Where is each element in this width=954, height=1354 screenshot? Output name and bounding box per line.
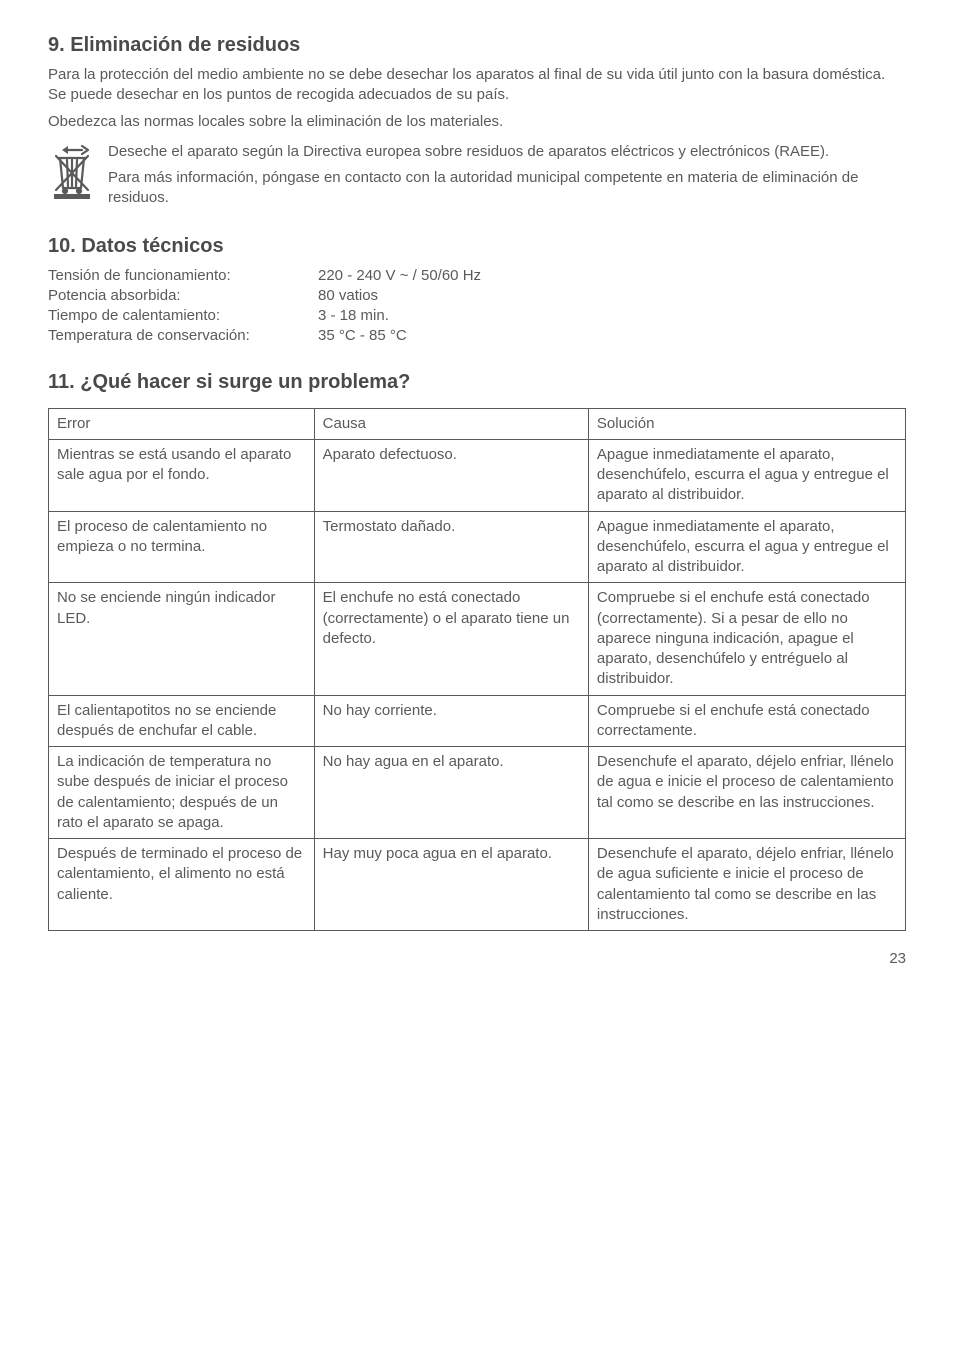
specs-list: Tensión de funcionamiento:220 - 240 V ~ … [48,266,906,347]
table-row: El proceso de calentamiento no empieza o… [49,511,906,583]
table-cell: Compruebe si el enchufe está conectado c… [588,695,905,747]
table-row: No se enciende ningún indicador LED.El e… [49,583,906,695]
table-cell: La indicación de tempera­tura no sube de… [49,747,315,839]
table-cell: Aparato defectuoso. [314,439,588,511]
section9-p1: Para la protección del medio ambiente no… [48,65,906,106]
table-cell: El proceso de calentamiento no empieza o… [49,511,315,583]
spec-row: Potencia absorbida:80 vatios [48,286,906,306]
table-cell: Desenchufe el aparato, déjelo enfriar, l… [588,839,905,931]
spec-row: Temperatura de conservación:35 °C - 85 °… [48,326,906,346]
spec-value: 3 - 18 min. [318,306,389,326]
table-cell: No hay corriente. [314,695,588,747]
table-cell: Compruebe si el enchufe está conectado (… [588,583,905,695]
spec-label: Temperatura de conservación: [48,326,318,346]
weee-icon [48,144,96,207]
table-header: Solución [588,408,905,439]
table-row: La indicación de tempera­tura no sube de… [49,747,906,839]
spec-label: Tensión de funcionamiento: [48,266,318,286]
section9-heading: 9. Eliminación de residuos [48,32,906,59]
section10-heading: 10. Datos técnicos [48,233,906,260]
spec-label: Tiempo de calentamiento: [48,306,318,326]
table-cell: Termostato dañado. [314,511,588,583]
section11-heading: 11. ¿Qué hacer si surge un problema? [48,369,906,396]
weee-text2: Para más información, póngase en contact… [108,168,906,209]
spec-label: Potencia absorbida: [48,286,318,306]
table-cell: Apague inmediatamente el aparato, desenc… [588,511,905,583]
table-cell: El enchufe no está conectado (correctame… [314,583,588,695]
spec-value: 35 °C - 85 °C [318,326,407,346]
weee-text1: Deseche el aparato según la Directiva eu… [108,142,906,162]
table-header: Error [49,408,315,439]
troubleshoot-table: ErrorCausaSolución Mientras se está usan… [48,408,906,932]
table-cell: Desenchufe el aparato, déjelo enfriar, l… [588,747,905,839]
table-cell: El calientapotitos no se enciende despué… [49,695,315,747]
section9-p2: Obedezca las normas locales sobre la eli… [48,112,906,132]
page-number: 23 [48,949,906,969]
table-cell: Después de terminado el proceso de calen… [49,839,315,931]
table-cell: No hay agua en el aparato. [314,747,588,839]
table-cell: Hay muy poca agua en el aparato. [314,839,588,931]
spec-row: Tiempo de calentamiento:3 - 18 min. [48,306,906,326]
table-cell: Apague inmediatamente el aparato, desenc… [588,439,905,511]
table-cell: Mientras se está usando el aparato sale … [49,439,315,511]
spec-row: Tensión de funcionamiento:220 - 240 V ~ … [48,266,906,286]
table-row: Después de terminado el proceso de calen… [49,839,906,931]
spec-value: 80 vatios [318,286,378,306]
table-row: El calientapotitos no se enciende despué… [49,695,906,747]
weee-block: Deseche el aparato según la Directiva eu… [48,142,906,215]
table-header: Causa [314,408,588,439]
table-cell: No se enciende ningún indicador LED. [49,583,315,695]
spec-value: 220 - 240 V ~ / 50/60 Hz [318,266,481,286]
table-row: Mientras se está usando el aparato sale … [49,439,906,511]
